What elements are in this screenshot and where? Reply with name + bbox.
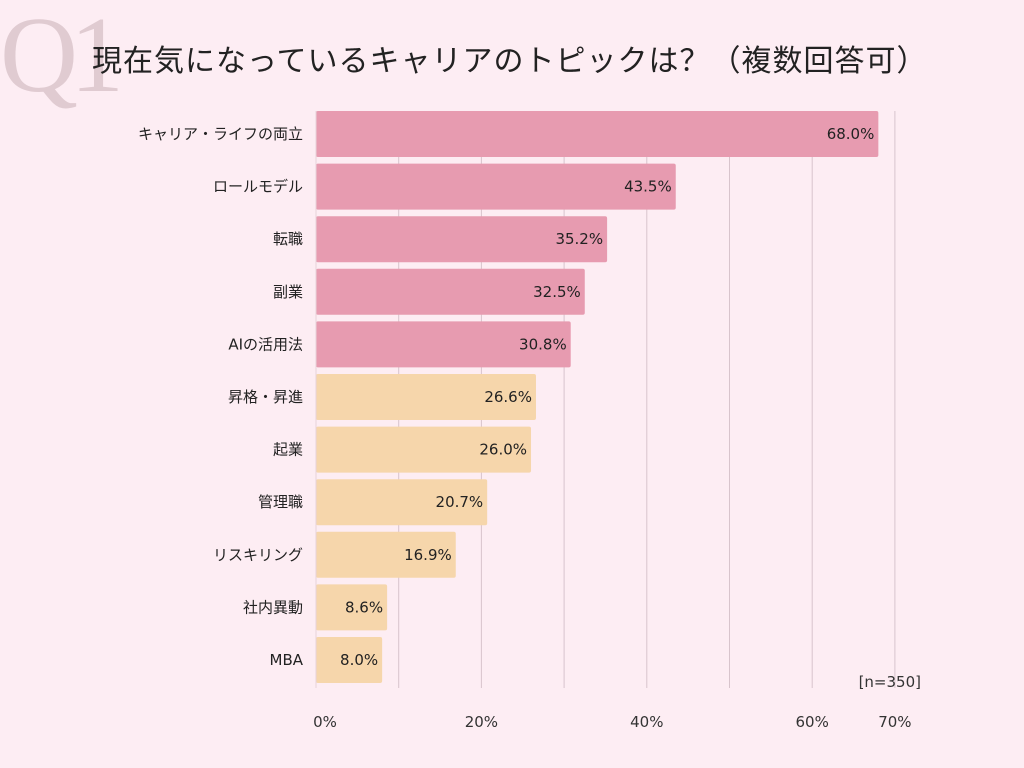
value-label: 26.0%: [479, 441, 527, 459]
value-label: 68.0%: [827, 125, 875, 143]
category-label: キャリア・ライフの両立: [138, 125, 303, 143]
bar: [316, 584, 388, 631]
value-label: 16.9%: [404, 546, 452, 564]
value-label: 32.5%: [533, 283, 581, 301]
x-tick-label: 70%: [878, 713, 911, 731]
category-label: 社内異動: [243, 598, 303, 616]
x-tick-label: 40%: [630, 713, 663, 731]
bar: [316, 268, 585, 315]
category-label: 転職: [273, 230, 303, 248]
sample-size-note: [n=350]: [859, 673, 921, 691]
value-label: 8.6%: [345, 598, 383, 616]
q1-watermark: Q1: [0, 0, 124, 115]
category-label: 起業: [273, 441, 303, 459]
value-label: 30.8%: [519, 335, 567, 353]
chart-title: 現在気になっているキャリアのトピックは？（複数回答可）: [92, 44, 928, 79]
bar: [316, 374, 536, 420]
bar: [316, 321, 571, 368]
value-label: 8.0%: [340, 651, 378, 669]
bar: [316, 111, 879, 157]
bar: [316, 163, 676, 210]
bar: [316, 637, 383, 683]
category-label: リスキリング: [213, 546, 303, 564]
value-label: 35.2%: [555, 230, 603, 248]
value-label: 20.7%: [436, 493, 484, 511]
bar: [316, 216, 608, 263]
x-tick-label: 20%: [465, 713, 498, 731]
category-label: ロールモデル: [213, 178, 303, 196]
x-tick-label: 60%: [796, 713, 829, 731]
category-label: 副業: [273, 283, 303, 301]
value-label: 43.5%: [624, 178, 672, 196]
category-label: 昇格・昇進: [228, 388, 303, 406]
bar: [316, 479, 488, 526]
bar: [316, 426, 532, 473]
bar: [316, 531, 456, 578]
category-label: MBA: [270, 651, 304, 669]
value-label: 26.6%: [484, 388, 532, 406]
category-label: 管理職: [258, 493, 303, 511]
category-label: AIの活用法: [228, 335, 303, 353]
x-tick-label: 0%: [313, 713, 337, 731]
